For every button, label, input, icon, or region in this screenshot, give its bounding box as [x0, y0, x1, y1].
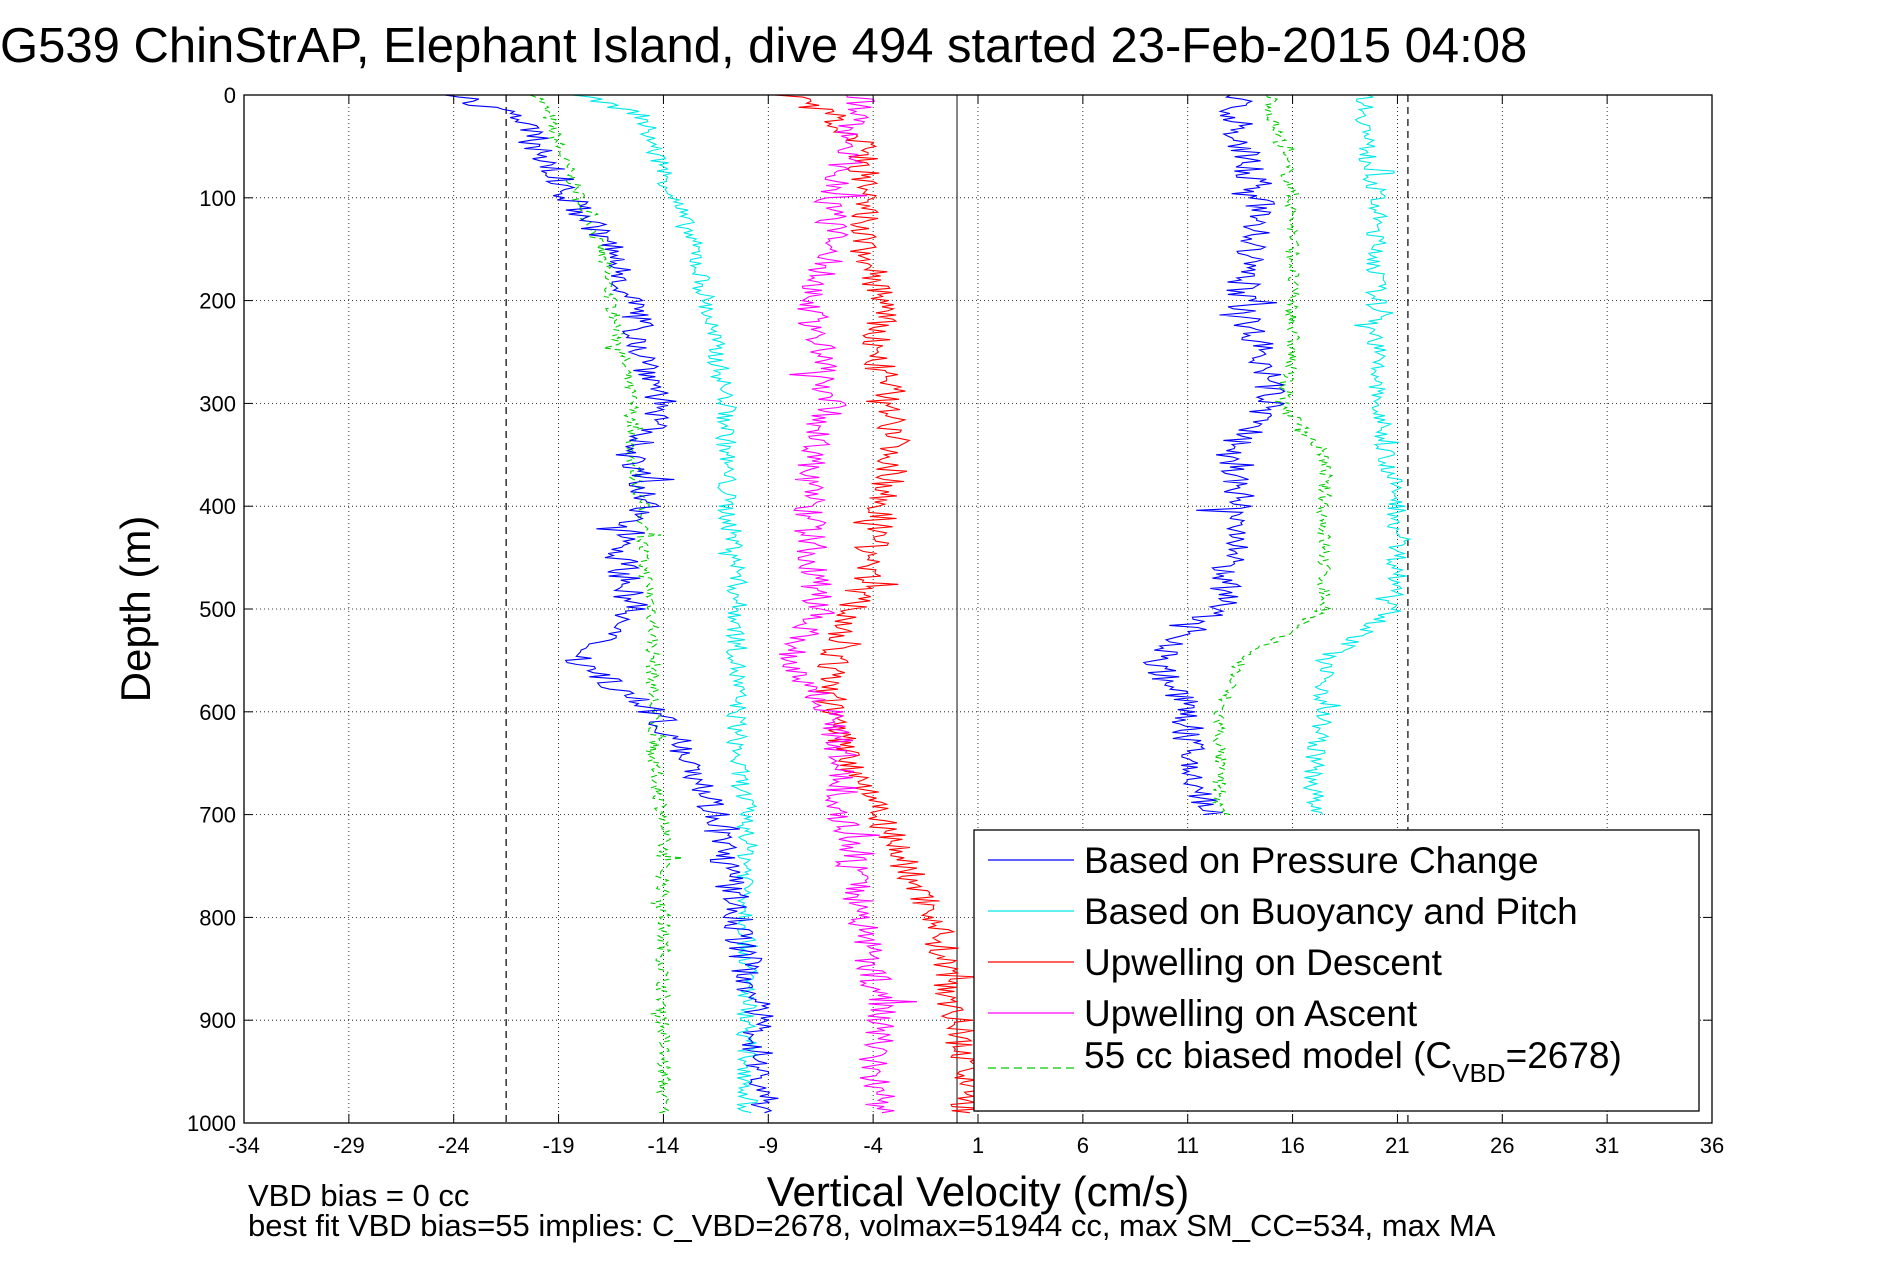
- legend-label-biased-end: =2678): [1506, 1035, 1622, 1076]
- y-tick-label: 900: [199, 1008, 236, 1033]
- x-tick-label: 26: [1490, 1133, 1514, 1158]
- legend-label-biased-model: 55 cc biased model (CVBD=2678): [1084, 1035, 1622, 1088]
- x-tick-label: -9: [759, 1133, 779, 1158]
- series-0-ascent: [1142, 94, 1286, 816]
- series-4-ascent: [1212, 94, 1334, 816]
- series-2-descent: [774, 94, 985, 1114]
- legend-label-upwelling-descent: Upwelling on Descent: [1084, 942, 1443, 983]
- legend: Based on Pressure Change Based on Buoyan…: [973, 829, 1700, 1112]
- legend-label-upwelling-ascent: Upwelling on Ascent: [1084, 993, 1418, 1034]
- y-tick-label: 0: [224, 83, 236, 108]
- y-tick-label: 400: [199, 494, 236, 519]
- y-tick-label: 1000: [187, 1111, 236, 1136]
- series-4-descent: [530, 94, 684, 1114]
- legend-label-buoyancy: Based on Buoyancy and Pitch: [1084, 891, 1578, 932]
- y-tick-label: 800: [199, 905, 236, 930]
- x-tick-labels: -34 -29 -24 -19 -14 -9 -4 1 6 11 16 21 26 31 36: [228, 1133, 1724, 1158]
- y-axis-label: Depth (m): [112, 516, 159, 703]
- y-tick-label: 200: [199, 289, 236, 314]
- footer-line-2: best fit VBD bias=55 implies: C_VBD=2678…: [248, 1208, 1496, 1243]
- x-tick-label: -24: [438, 1133, 470, 1158]
- x-tick-label: -29: [333, 1133, 365, 1158]
- series-1-ascent: [1302, 94, 1412, 815]
- x-tick-label: 21: [1385, 1133, 1409, 1158]
- legend-label-pressure: Based on Pressure Change: [1084, 840, 1539, 881]
- footer-line-1: VBD bias = 0 cc: [248, 1178, 469, 1213]
- legend-label-biased-main: 55 cc biased model (C: [1084, 1035, 1452, 1076]
- series-0-descent: [444, 94, 779, 1114]
- y-tick-label: 600: [199, 700, 236, 725]
- x-tick-label: 6: [1077, 1133, 1089, 1158]
- x-tick-label: -34: [228, 1133, 260, 1158]
- x-tick-label: -14: [648, 1133, 680, 1158]
- x-tick-label: 36: [1700, 1133, 1724, 1158]
- x-tick-label: 11: [1176, 1133, 1199, 1158]
- x-axis-label: Vertical Velocity (cm/s): [767, 1168, 1189, 1215]
- x-tick-label: 1: [972, 1133, 984, 1158]
- x-tick-label: -19: [543, 1133, 575, 1158]
- series-3-ascent: [778, 94, 918, 1114]
- x-tick-label: 31: [1595, 1133, 1619, 1158]
- x-tick-label: 16: [1280, 1133, 1304, 1158]
- y-tick-label: 500: [199, 597, 236, 622]
- x-tick-label: -4: [863, 1133, 883, 1158]
- tick-marks: [243, 94, 1713, 1124]
- y-tick-label: 700: [199, 803, 236, 828]
- chart-title: G539 ChinStrAP, Elephant Island, dive 49…: [0, 19, 1527, 73]
- y-tick-label: 300: [199, 391, 236, 416]
- legend-label-biased-sub: VBD: [1452, 1058, 1505, 1088]
- legend-box: [973, 829, 1700, 1112]
- series-layer: [444, 94, 1412, 1114]
- y-tick-labels: 0 100 200 300 400 500 600 700 800 900 1000: [187, 83, 236, 1136]
- y-tick-label: 100: [199, 186, 236, 211]
